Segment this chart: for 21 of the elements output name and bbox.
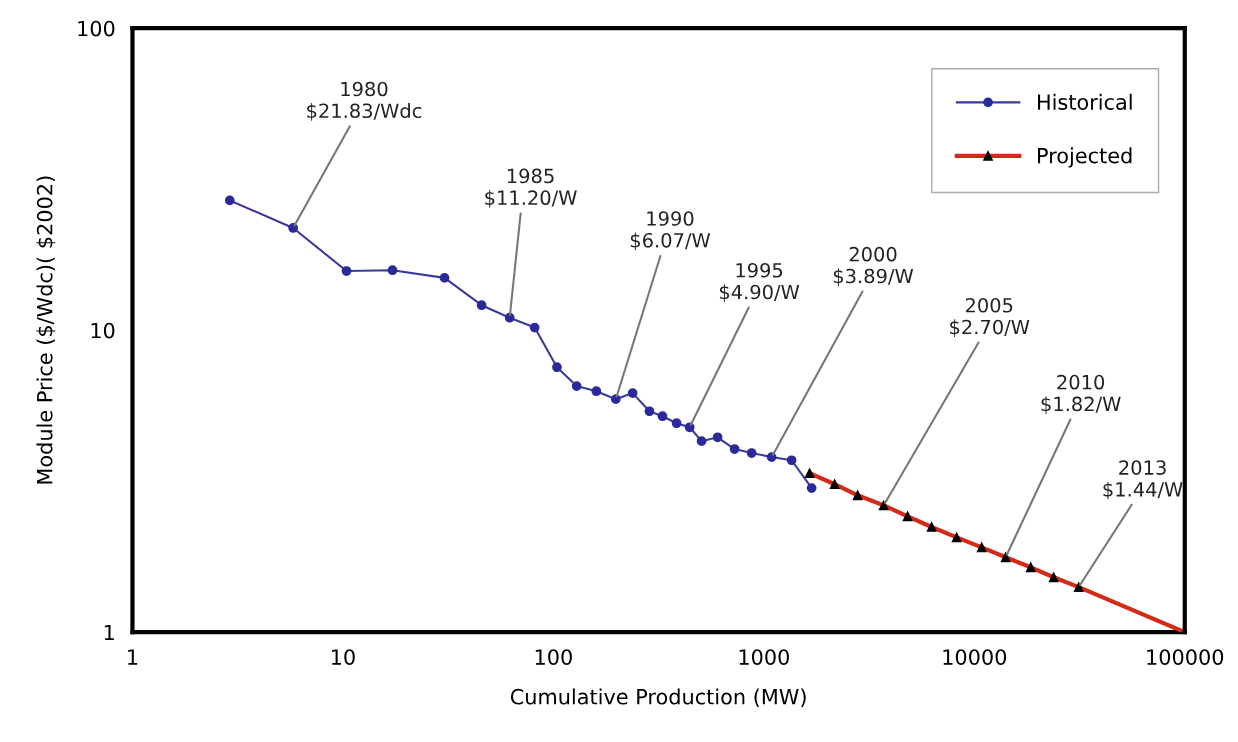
annotation: 2005 $2.70/W — [950, 297, 1030, 337]
legend-label: Historical — [1038, 93, 1132, 110]
x-tick-label: 1 — [128, 649, 138, 665]
y-tick-label: 100 — [78, 20, 115, 37]
annotation: 1980 $21.83/Wdc — [307, 81, 422, 121]
annotation: 1995 $4.90/W — [719, 262, 800, 302]
x-tick-label: 10 — [331, 649, 355, 665]
x-tick-label: 100000 — [1147, 649, 1224, 665]
y-tick-label: 1 — [104, 624, 114, 641]
x-axis-title: Cumulative Production (MW) — [510, 688, 806, 708]
annotation: 2010 $1.82/W — [1041, 374, 1121, 414]
annotation: 1985 $11.20/W — [485, 168, 577, 208]
x-tick-label: 100 — [535, 649, 572, 665]
x-tick-label: 1000 — [739, 649, 789, 665]
y-tick-label: 10 — [91, 322, 115, 339]
annotation: 2013 $1.44/W — [1103, 460, 1183, 500]
legend-label: Projected — [1038, 147, 1132, 168]
annotation: 1990 $6.07/W — [630, 211, 711, 251]
annotation: 2000 $3.89/W — [833, 246, 914, 286]
y-axis-title: Module Price ($/Wdc)( $2002) — [36, 176, 56, 484]
x-tick-label: 10000 — [943, 649, 1007, 665]
